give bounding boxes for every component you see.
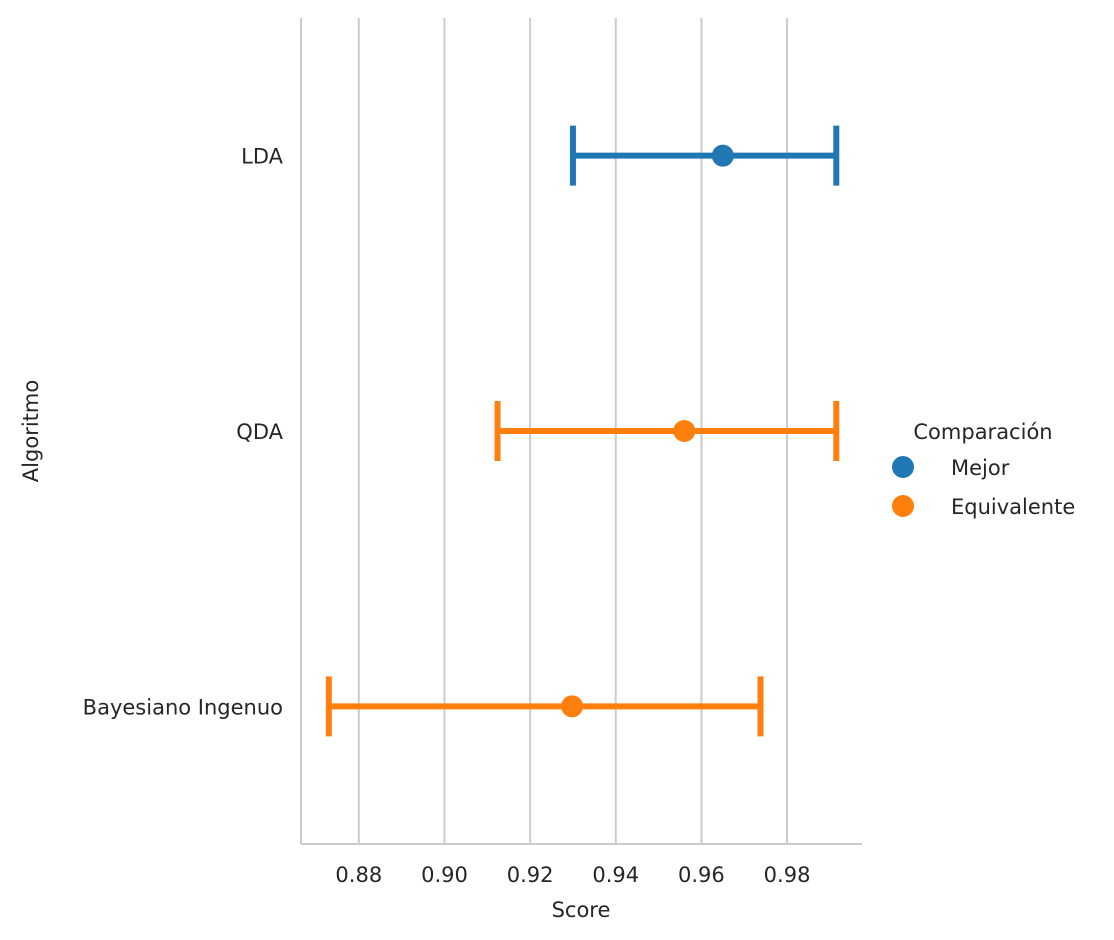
x-tick-labels: 0.88 0.90 0.92 0.94 0.96 0.98 bbox=[335, 863, 810, 887]
x-tick-label: 0.92 bbox=[507, 863, 554, 887]
point-estimate bbox=[561, 695, 584, 718]
x-axis-title: Score bbox=[552, 898, 611, 922]
legend-label: Equivalente bbox=[951, 495, 1075, 519]
legend-marker bbox=[892, 495, 914, 517]
legend: Comparación Mejor Equivalente bbox=[892, 420, 1075, 519]
y-tick-label: LDA bbox=[241, 145, 284, 169]
legend-label: Mejor bbox=[951, 456, 1010, 480]
x-tick-label: 0.88 bbox=[335, 863, 382, 887]
point-estimate bbox=[711, 144, 734, 167]
x-tick-label: 0.90 bbox=[421, 863, 468, 887]
y-axis-title: Algoritmo bbox=[19, 380, 43, 482]
legend-marker bbox=[892, 456, 914, 478]
legend-entries: Mejor Equivalente bbox=[892, 456, 1075, 519]
x-tick-label: 0.98 bbox=[764, 863, 811, 887]
y-tick-label: Bayesiano Ingenuo bbox=[83, 695, 283, 719]
x-tick-label: 0.96 bbox=[678, 863, 725, 887]
x-tick-label: 0.94 bbox=[592, 863, 639, 887]
y-tick-labels: LDA QDA Bayesiano Ingenuo bbox=[83, 145, 284, 720]
legend-title: Comparación bbox=[913, 420, 1052, 444]
point-estimate bbox=[673, 420, 696, 442]
y-tick-label: QDA bbox=[236, 420, 283, 444]
data-marks bbox=[325, 125, 840, 737]
